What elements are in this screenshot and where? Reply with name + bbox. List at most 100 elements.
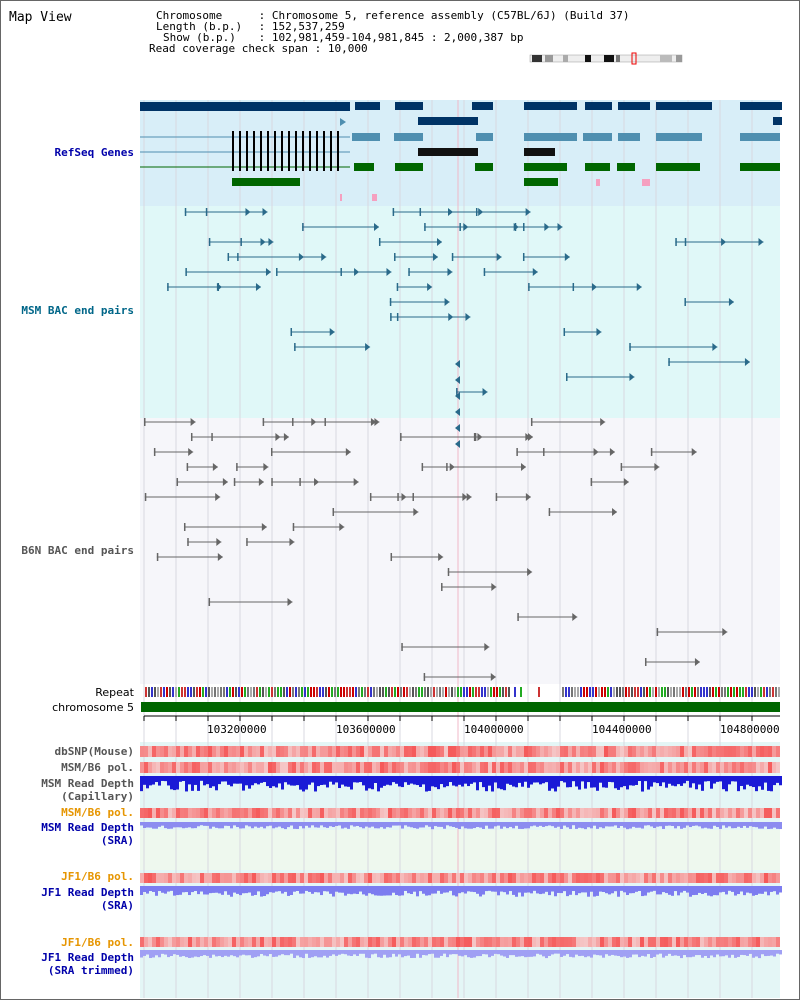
heat-strip-cell <box>216 808 220 818</box>
heat-strip-cell <box>688 873 692 883</box>
heat-strip-cell <box>376 873 380 883</box>
bac-end-marker <box>447 568 450 576</box>
repeat-bar <box>625 687 627 697</box>
track-label-jf1-b6-pol-2[interactable]: JF1/B6 pol. <box>61 936 134 949</box>
depth-bar <box>434 776 437 788</box>
depth-bar <box>458 886 461 894</box>
heat-strip-cell <box>544 873 548 883</box>
depth-bar <box>752 950 755 958</box>
depth-bar <box>464 950 467 956</box>
bac-end-marker <box>528 433 534 441</box>
track-label-msm-depth-sra[interactable]: MSM Read Depth <box>41 821 134 834</box>
heat-strip-cell <box>576 873 580 883</box>
depth-bar <box>176 776 179 790</box>
depth-bar <box>770 776 773 792</box>
track-label-jf1-depth-sra[interactable]: JF1 Read Depth <box>41 886 134 899</box>
heat-strip-cell <box>372 762 376 773</box>
heat-strip-cell <box>172 873 176 883</box>
repeat-bar <box>337 687 339 697</box>
repeat-bar <box>616 687 618 697</box>
depth-bar <box>503 886 506 893</box>
heat-strip-cell <box>452 873 456 883</box>
repeat-bar <box>175 687 177 697</box>
heat-strip-cell <box>200 762 204 773</box>
heat-strip-cell <box>572 937 576 947</box>
depth-bar <box>653 776 656 783</box>
heat-strip-cell <box>724 746 728 757</box>
depth-bar <box>758 822 761 829</box>
depth-bar <box>662 822 665 829</box>
repeat-bar <box>652 687 654 697</box>
depth-bar <box>431 776 434 787</box>
depth-bar <box>368 950 371 959</box>
heat-strip-cell <box>660 808 664 818</box>
heat-strip-cell <box>516 873 520 883</box>
repeat-bar <box>322 687 324 697</box>
heat-strip-cell <box>676 762 680 773</box>
bac-end-marker <box>455 376 460 384</box>
depth-bar <box>521 822 524 829</box>
heat-strip-cell <box>460 873 464 883</box>
heat-strip-cell <box>248 746 252 757</box>
heat-strip-cell <box>468 873 472 883</box>
heat-strip-cell <box>372 808 376 818</box>
heat-strip-cell <box>508 873 512 883</box>
heat-strip-cell <box>564 808 568 818</box>
heat-strip-cell <box>332 746 336 757</box>
repeat-bar <box>307 687 309 697</box>
heat-strip-cell <box>168 873 172 883</box>
depth-bar <box>650 822 653 827</box>
track-label-refseq[interactable]: RefSeq Genes <box>54 146 134 159</box>
track-label-msm-bac[interactable]: MSM BAC end pairs <box>21 304 134 317</box>
repeat-bar <box>226 687 228 697</box>
repeat-bar <box>313 687 315 697</box>
track-label-msm-b6-pol-2[interactable]: MSM/B6 pol. <box>61 806 134 819</box>
depth-bar <box>749 950 752 954</box>
gene-feature <box>395 102 423 110</box>
track-label-msm-depth-capillary[interactable]: MSM Read Depth <box>41 777 134 790</box>
bac-end-marker <box>455 440 460 448</box>
depth-bar <box>722 886 725 892</box>
depth-bar <box>296 822 299 829</box>
bac-end-marker <box>289 538 295 546</box>
heat-strip-cell <box>200 746 204 757</box>
heat-strip-cell <box>188 808 192 818</box>
heat-strip-cell <box>476 873 480 883</box>
track-label-msm-b6-pol-1[interactable]: MSM/B6 pol. <box>61 761 134 774</box>
track-label-dbsnp[interactable]: dbSNP(Mouse) <box>54 745 134 758</box>
depth-bar <box>545 776 548 783</box>
track-label-jf1-depth-trimmed[interactable]: JF1 Read Depth <box>41 951 134 964</box>
heat-strip-cell <box>208 808 212 818</box>
depth-bar <box>677 776 680 785</box>
heat-strip-cell <box>276 873 280 883</box>
heat-strip-cell <box>356 746 360 757</box>
repeat-bar <box>178 687 180 697</box>
heat-strip-cell <box>768 746 772 757</box>
gene-feature <box>394 133 423 141</box>
depth-bar <box>374 886 377 896</box>
depth-bar <box>254 886 257 895</box>
heat-strip-cell <box>372 746 376 757</box>
repeat-bar <box>736 687 738 697</box>
heat-strip-cell <box>232 873 236 883</box>
bac-end-marker <box>236 463 238 471</box>
heat-strip-cell <box>608 937 612 947</box>
exon-tick <box>302 131 304 171</box>
depth-bar <box>518 822 521 829</box>
track-label-b6n-bac[interactable]: B6N BAC end pairs <box>21 544 134 557</box>
depth-bar <box>752 776 755 788</box>
heat-strip-cell <box>256 873 260 883</box>
heat-strip-cell <box>176 937 180 947</box>
heat-strip-cell <box>504 746 508 757</box>
heat-strip-cell <box>652 746 656 757</box>
heat-strip-cell <box>532 873 536 883</box>
heat-strip-cell <box>772 746 776 757</box>
depth-bar <box>392 776 395 783</box>
gene-feature <box>740 102 782 110</box>
heat-strip-cell <box>436 746 440 757</box>
repeat-bar <box>358 687 360 697</box>
heat-strip-cell <box>480 808 484 818</box>
heat-strip-cell <box>272 762 276 773</box>
track-label-jf1-b6-pol-1[interactable]: JF1/B6 pol. <box>61 870 134 883</box>
